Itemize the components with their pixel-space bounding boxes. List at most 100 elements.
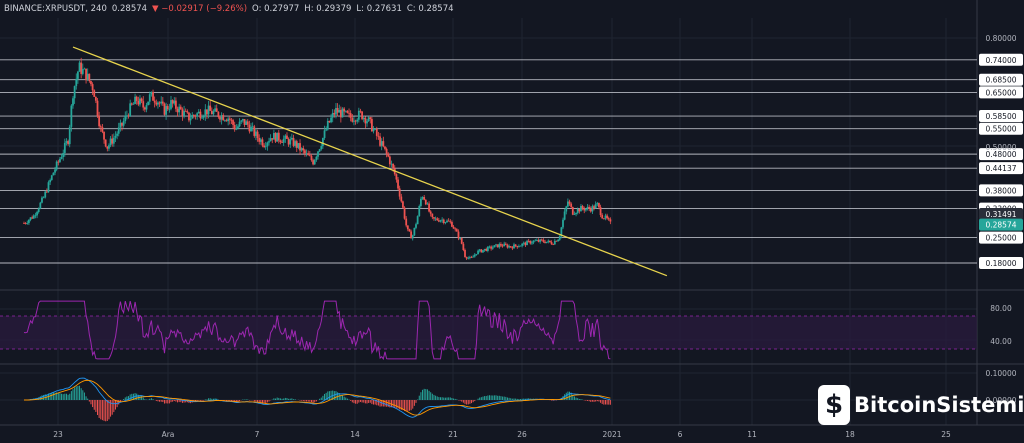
candle-body (237, 126, 239, 129)
candle-body (202, 116, 205, 118)
candle-body (29, 217, 32, 220)
candle-body (251, 126, 254, 128)
bitcoin-s-icon: $ (825, 390, 843, 420)
candle-body (238, 121, 241, 127)
time-tick-label: 21 (448, 430, 458, 439)
price-level-label-bg (979, 231, 1023, 244)
candle-body (224, 120, 226, 122)
candle-body (560, 227, 563, 237)
candle-body (96, 100, 99, 116)
trendline[interactable] (72, 46, 668, 277)
candle-body (294, 141, 297, 146)
candle-body (42, 197, 45, 199)
candle-body (166, 106, 169, 110)
candle-body (171, 100, 174, 104)
candle-body (137, 100, 140, 105)
candle-body (549, 240, 551, 243)
candle-body (312, 160, 314, 165)
candle-body (486, 246, 489, 251)
candle-body (307, 153, 310, 156)
candle-body (245, 121, 248, 125)
candle-body (372, 129, 375, 132)
candle-body (77, 71, 79, 79)
candle-body (431, 213, 434, 218)
candle-body (356, 119, 359, 122)
candle-body (44, 191, 47, 198)
candle-body (248, 124, 251, 132)
candle-body (508, 246, 510, 248)
candle-body (168, 108, 171, 110)
candle-body (127, 115, 130, 117)
candle-body (75, 78, 78, 87)
candle-body (322, 137, 324, 147)
candle-body (264, 146, 267, 148)
candle-body (310, 155, 313, 161)
rsi-tick-label: 40.00 (990, 337, 1012, 346)
candle-body (276, 132, 279, 142)
price-level-label-bg (979, 73, 1023, 86)
candle-body (197, 111, 200, 114)
price-level-label-bg (979, 148, 1023, 161)
time-tick-label: 14 (350, 430, 360, 439)
candle-body (384, 146, 386, 149)
trendline-group[interactable] (72, 46, 668, 277)
candle-body (269, 138, 272, 142)
candle-body (47, 182, 50, 193)
candle-body (521, 243, 524, 246)
candle-body (411, 235, 414, 239)
candle-body (192, 114, 195, 116)
candle-body (93, 90, 96, 97)
candle-body (225, 120, 228, 122)
candle-body (434, 218, 437, 220)
candle-body (535, 240, 538, 241)
candle-body (526, 240, 528, 246)
candle-body (578, 208, 581, 212)
candle-body (371, 119, 373, 132)
candle-body (45, 191, 48, 193)
candle-body (359, 110, 362, 112)
ohlc-low: L: 0.27631 (356, 4, 402, 14)
price-level-label-bg (979, 184, 1023, 197)
price-axis[interactable]: 0.31491 0.28574 0.80000 0.50000 (979, 34, 1023, 231)
candle-body (181, 109, 184, 116)
candle-body (323, 130, 326, 138)
price-tag-label: 0.28574 (985, 221, 1016, 230)
price-level-label: 0.48000 (985, 150, 1016, 159)
price-level-label-bg (979, 53, 1023, 66)
candle-body (302, 148, 305, 151)
candle-body (220, 115, 223, 120)
candle-body (279, 140, 282, 143)
candle-body (186, 111, 189, 113)
candle-body (57, 161, 60, 163)
candle-body (606, 215, 608, 219)
candle-body (483, 248, 486, 251)
candle-body (219, 117, 221, 120)
candle-body (259, 139, 262, 142)
candle-body (72, 98, 74, 106)
candle-body (464, 249, 466, 258)
candle-body (475, 254, 478, 255)
candle-body (392, 163, 395, 169)
candle-body (382, 141, 385, 147)
symbol-name[interactable]: BINANCE:XRPUSDT, 240 (4, 4, 107, 14)
candle-body (377, 135, 380, 137)
candle-body (604, 215, 607, 219)
candle-body (449, 221, 452, 223)
candle-body (447, 220, 450, 222)
horizontal-levels[interactable]: 0.74000 0.68500 0.65000 0.58500 0.55000 0.480… (0, 53, 1023, 269)
candle-body (116, 133, 118, 136)
logo-box (818, 385, 850, 425)
candle-body (444, 222, 447, 224)
candle-body (140, 98, 143, 102)
price-level-label: 0.58500 (985, 112, 1016, 121)
time-axis[interactable]: 23 Ara 7 14 21 26 2021 6 11 18 25 (53, 430, 951, 439)
candle-body (37, 208, 40, 213)
price-tag-bg (979, 208, 1023, 221)
price-tick-label: 0.80000 (985, 34, 1016, 43)
candle-body (524, 242, 527, 246)
candle-body (145, 105, 148, 110)
candle-body (152, 91, 154, 101)
ohlc-high: H: 0.29379 (304, 4, 352, 14)
price-level-label-bg (979, 86, 1023, 99)
